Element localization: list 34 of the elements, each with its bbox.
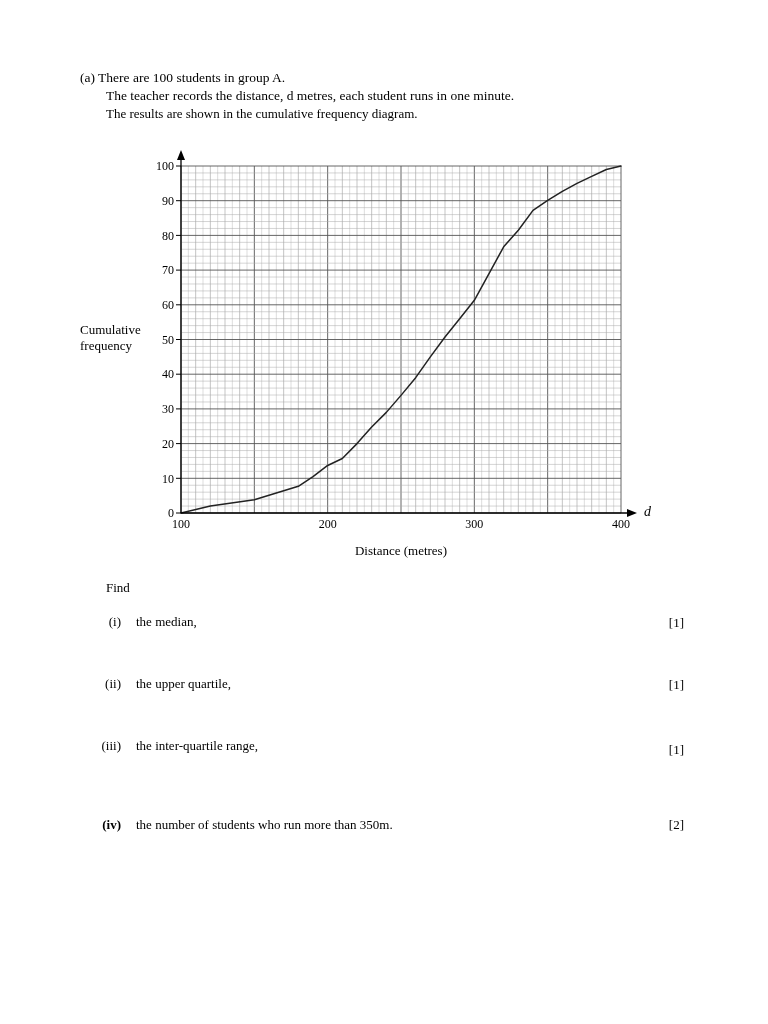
text: [1] xyxy=(668,742,684,757)
text: (iv) xyxy=(102,817,121,832)
text: the inter-quartile range, xyxy=(136,738,259,753)
text: the number of students who run more than 350m. xyxy=(136,817,393,832)
x-tick-label: 400 xyxy=(612,517,630,531)
y-tick-label: 30 xyxy=(162,402,174,417)
y-tick-label: 50 xyxy=(162,332,174,347)
text: the upper quartile, xyxy=(136,676,231,691)
text: [1] xyxy=(668,615,684,630)
y-tick-label: 80 xyxy=(162,228,174,243)
y-axis-title: Cumulative frequency xyxy=(80,322,141,353)
x-tick-label: 200 xyxy=(318,517,337,531)
text: (ii) xyxy=(105,676,121,691)
y-tick-label: 70 xyxy=(162,263,174,278)
y-tick-label: 10 xyxy=(162,471,174,486)
text: The results are shown in the cumulative frequency diagram. xyxy=(106,106,418,121)
x-tick-label: 300 xyxy=(465,517,484,531)
y-tick-label: 90 xyxy=(162,193,174,208)
y-tick-label: 0 xyxy=(168,506,174,521)
x-axis-title: Distance (metres) xyxy=(354,543,448,558)
text: Find xyxy=(106,580,131,595)
text: [1] xyxy=(668,677,684,692)
text: d xyxy=(644,504,652,519)
chart-subtitle: The teacher records the distance, d metres, each student runs in one minute. xyxy=(106,88,515,103)
y-tick-label: 20 xyxy=(162,436,174,451)
y-tick-label: 100 xyxy=(156,159,174,174)
chart-title: (a) There are 100 students in group A. xyxy=(80,70,286,85)
text: [2] xyxy=(668,817,684,832)
x-tick-label: 100 xyxy=(172,517,190,531)
text: the median, xyxy=(136,614,197,629)
y-tick-label: 40 xyxy=(162,367,174,382)
text: (i) xyxy=(108,614,121,629)
text: (iii) xyxy=(101,738,121,753)
y-tick-label: 60 xyxy=(162,298,174,312)
